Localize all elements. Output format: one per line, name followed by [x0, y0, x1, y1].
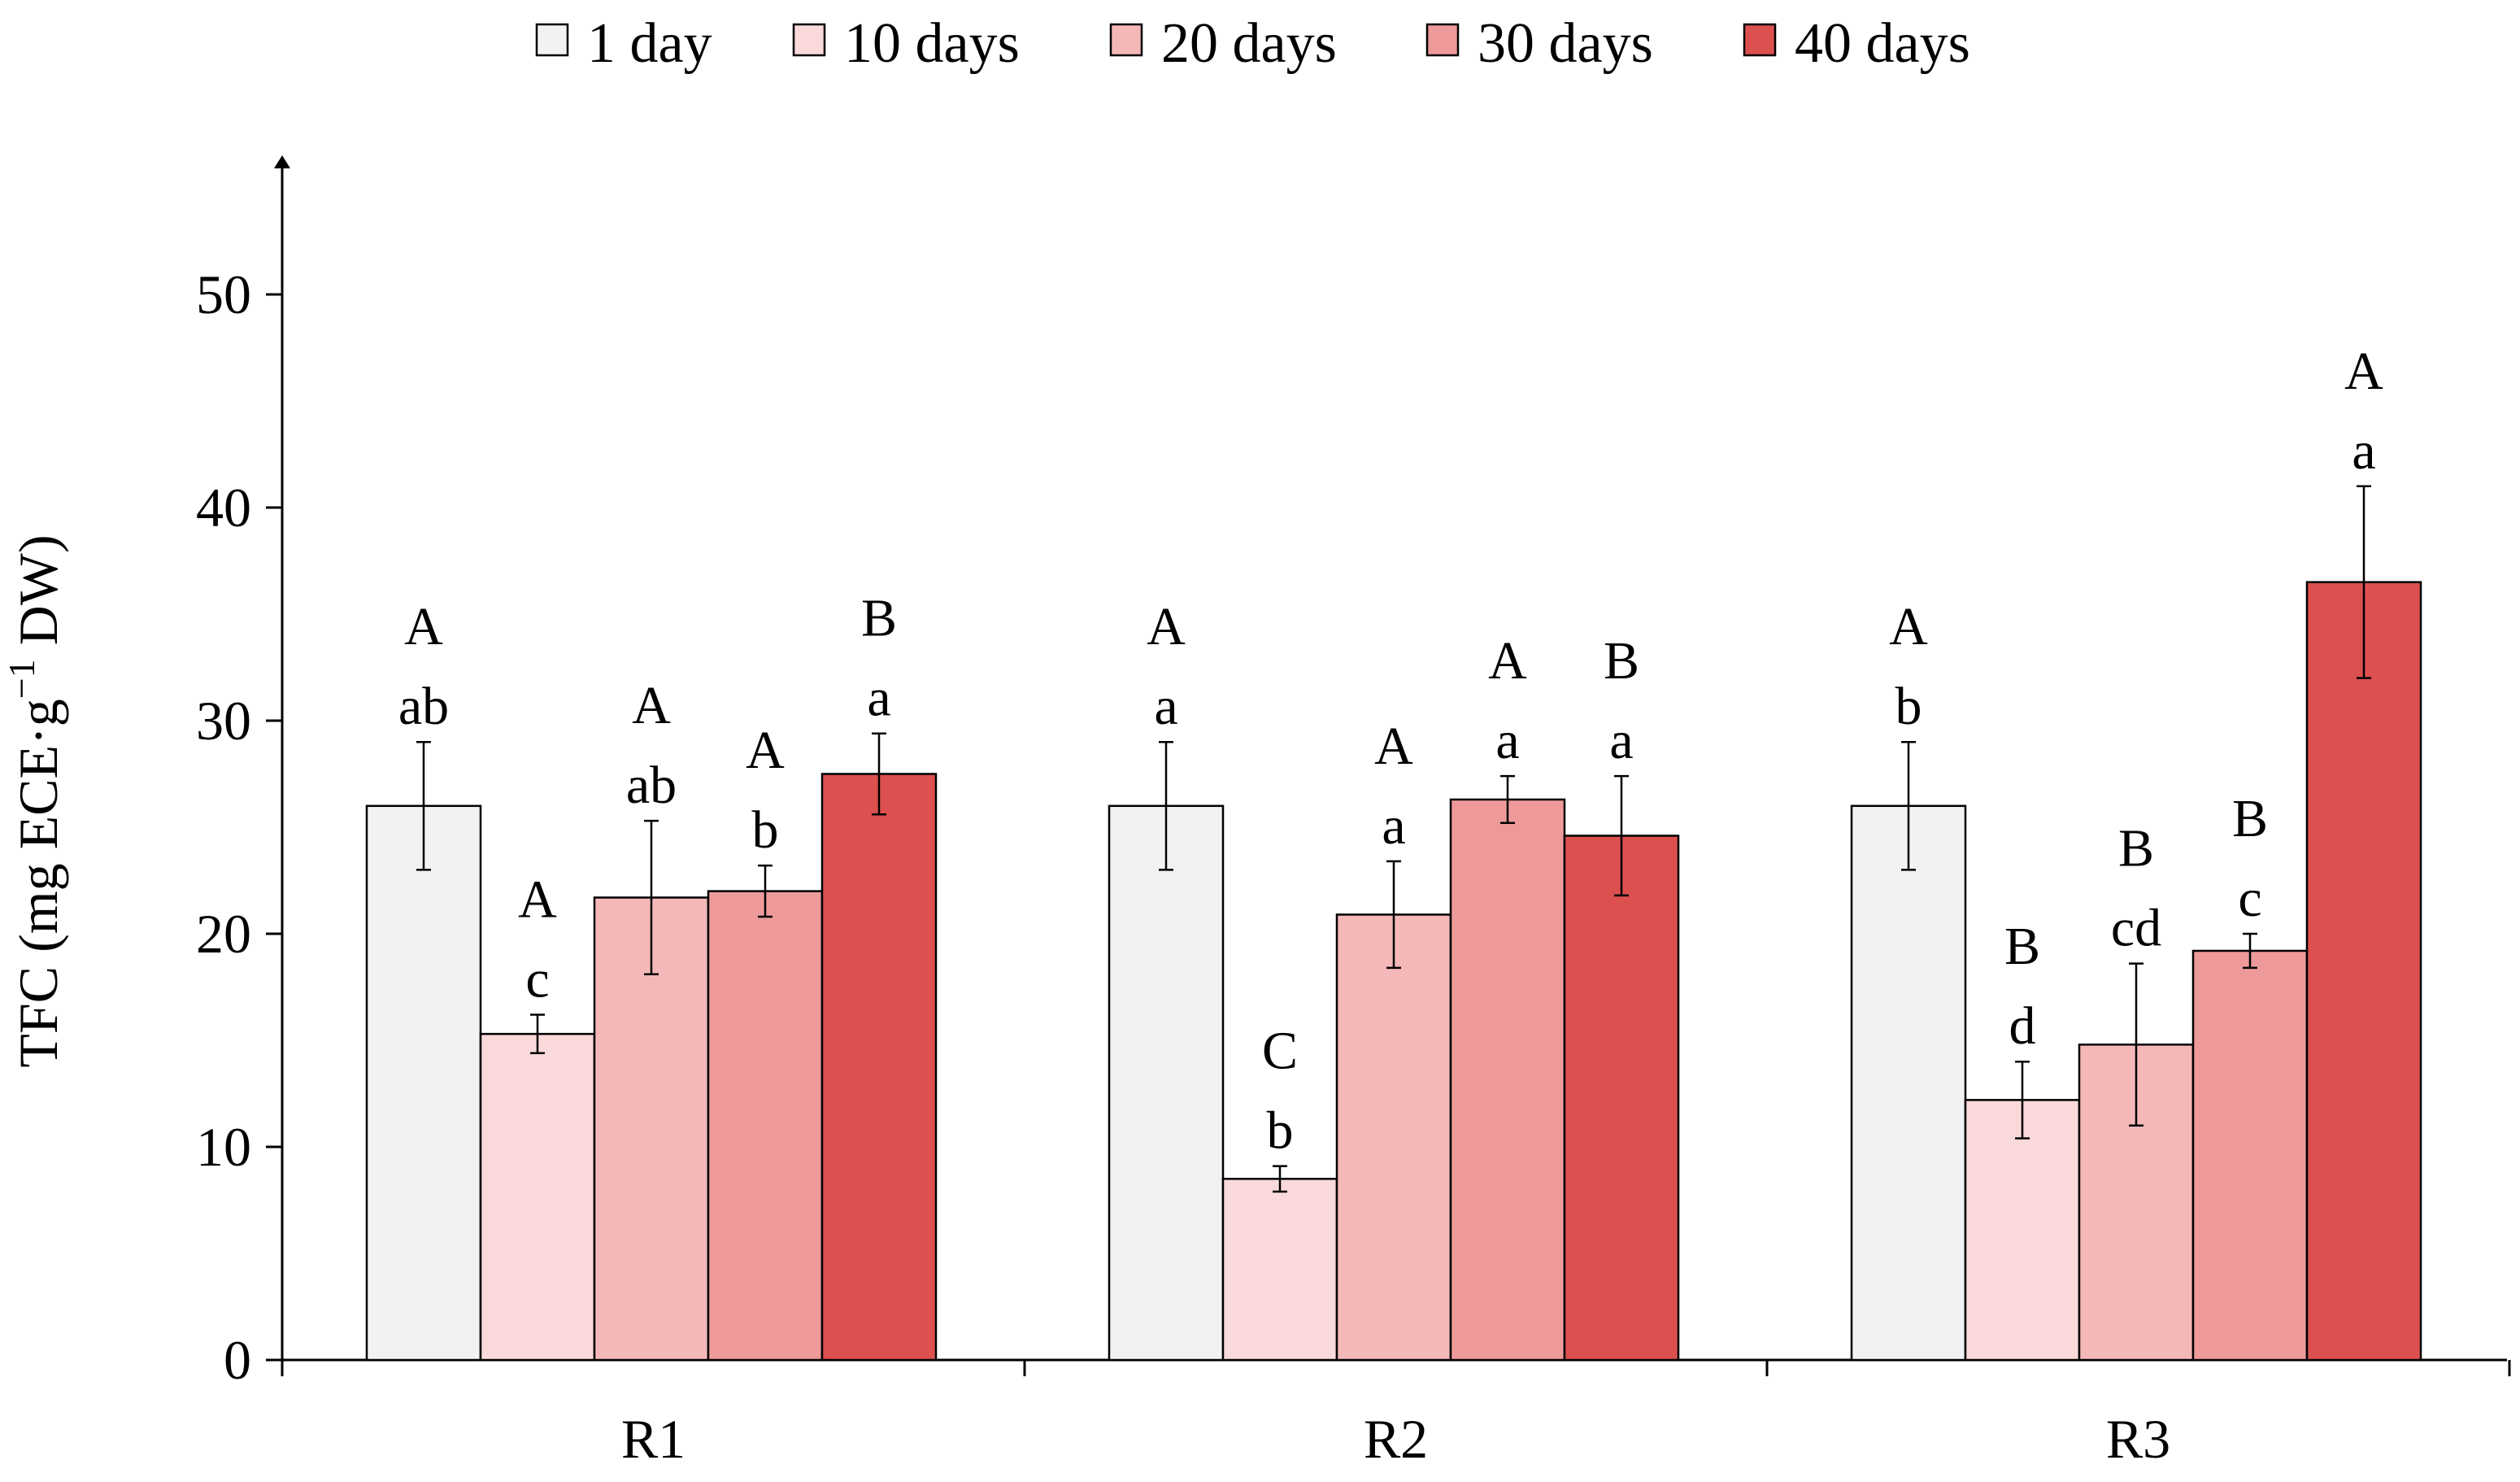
bars [365, 485, 2422, 1362]
y-axis-title: TFC (mg ECE·g−1 DW) [1, 534, 69, 1067]
lower-letter-label: d [2009, 996, 2036, 1056]
lower-letter-label: b [752, 800, 779, 860]
upper-letter-label: B [2004, 917, 2040, 976]
lower-letter-label: ab [398, 677, 449, 736]
lower-letter-label: c [525, 950, 549, 1009]
y-tick-label: 10 [196, 1116, 251, 1178]
lower-letter-label: b [1267, 1101, 1294, 1161]
y-tick-label: 20 [196, 903, 251, 965]
legend-swatch [535, 23, 569, 57]
y-tick-label: 50 [196, 264, 251, 325]
upper-letter-label: C [1262, 1022, 1298, 1081]
x-axis: R1 R2 R3 [281, 1358, 2511, 1470]
upper-letter-label: A [1889, 597, 1928, 656]
upper-letter-label: A [1147, 597, 1186, 656]
legend-label: 30 days [1478, 12, 1653, 75]
y-tick-label: 40 [196, 477, 251, 538]
y-tick-label: 0 [224, 1329, 251, 1391]
lower-letter-label: c [2238, 869, 2261, 928]
legend-swatch [1743, 23, 1777, 57]
upper-letter-label: B [2232, 789, 2268, 848]
bar [1563, 835, 1680, 1362]
y-axis-title-tail: DW) [7, 534, 69, 659]
legend-swatch [1109, 23, 1143, 57]
upper-letter-label: A [1374, 717, 1413, 776]
bar [820, 773, 938, 1362]
upper-letter-label: A [746, 721, 785, 780]
bar [1108, 804, 1225, 1362]
upper-letter-label: A [518, 870, 557, 930]
x-category-label: R1 [621, 1408, 685, 1470]
bar [2305, 581, 2422, 1362]
lower-letter-label: ab [626, 756, 677, 815]
y-axis-title-superscript: −1 [1, 659, 42, 699]
bar [1449, 798, 1566, 1362]
x-category-label: R3 [2106, 1408, 2170, 1470]
upper-letter-label: B [1604, 631, 1639, 691]
bar [1335, 913, 1452, 1362]
bar [707, 890, 824, 1362]
legend-label: 10 days [844, 12, 1020, 75]
lower-letter-label: a [1609, 711, 1633, 770]
legend-label: 1 day [587, 12, 712, 75]
lower-letter-label: a [2352, 421, 2375, 481]
upper-letter-label: B [861, 589, 897, 648]
lower-letter-label: a [1495, 711, 1519, 770]
legend-swatch [1425, 23, 1460, 57]
upper-letter-label: A [632, 676, 671, 735]
legend-label: 40 days [1795, 12, 1970, 75]
lower-letter-label: a [867, 669, 890, 728]
lower-letter-label: cd [2111, 899, 2161, 958]
y-axis: 0 10 20 30 40 50 [196, 155, 290, 1391]
upper-letter-label: A [1488, 631, 1527, 691]
lower-letter-label: a [1382, 796, 1405, 856]
y-axis-arrow-icon [274, 155, 290, 168]
lower-letter-label: b [1895, 677, 1922, 736]
lower-letter-label: a [1154, 677, 1177, 736]
upper-letter-label: A [2344, 342, 2383, 401]
bar [1850, 804, 1967, 1362]
bar [2191, 949, 2309, 1362]
legend: 1 day 10 days 20 days 30 days 40 days [535, 12, 1970, 75]
upper-letter-label: A [404, 597, 443, 656]
x-category-label: R2 [1364, 1408, 1428, 1470]
bar [365, 804, 482, 1362]
legend-swatch [792, 23, 826, 57]
bar [479, 1032, 596, 1362]
y-tick-label: 30 [196, 690, 251, 752]
upper-letter-label: B [2118, 819, 2154, 878]
legend-label: 20 days [1161, 12, 1337, 75]
bar [1221, 1178, 1338, 1362]
y-axis-title-main: TFC (mg ECE·g [7, 699, 69, 1067]
bar [1964, 1099, 2081, 1362]
